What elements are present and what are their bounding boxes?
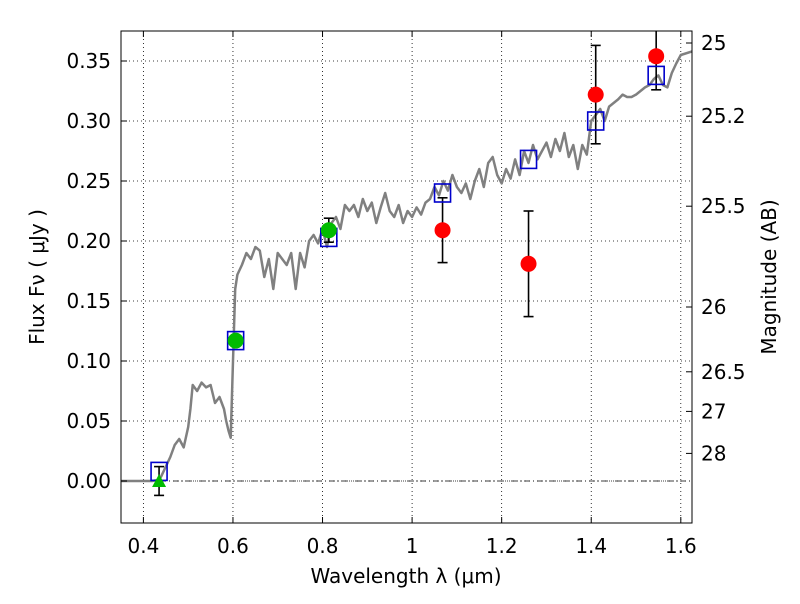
x-tick-label: 1.4 xyxy=(575,534,607,558)
model-flux-square xyxy=(433,183,452,203)
y-tick-label: 0.15 xyxy=(66,289,111,313)
magnitude-tick-label: 25.5 xyxy=(701,194,746,218)
x-axis-title: Wavelength λ (μm) xyxy=(310,564,501,588)
magnitude-axis-ticks: 25 25.2 25.5 26 26.5 27 28 xyxy=(686,31,746,465)
optical-flux-point xyxy=(320,222,337,239)
plot-area-background xyxy=(121,31,692,523)
y-tick-label: 0.20 xyxy=(66,229,111,253)
model-spectrum-series xyxy=(121,50,693,483)
magnitude-tick-label: 26.5 xyxy=(701,360,746,384)
x-tick-label: 1.2 xyxy=(486,534,518,558)
hst-flux-point xyxy=(434,222,451,239)
magnitude-tick-label: 26 xyxy=(701,295,726,319)
y-tick-label: 0.25 xyxy=(66,169,111,193)
x-axis-ticks: 0.4 0.6 0.8 1 1.2 1.4 1.6 xyxy=(127,31,697,558)
hst-flux-point xyxy=(648,48,665,65)
y-axis-title: Flux Fν ( μJy ) xyxy=(25,209,49,345)
x-tick-label: 0.4 xyxy=(127,534,159,558)
x-tick-label: 1 xyxy=(406,534,419,558)
data-markers xyxy=(150,48,665,487)
x-tick-label: 0.8 xyxy=(307,534,339,558)
optical-flux-point xyxy=(227,332,244,349)
y-tick-label: 0.35 xyxy=(66,49,111,73)
y-tick-label: 0.05 xyxy=(66,409,111,433)
model-flux-square xyxy=(647,65,665,86)
hst-flux-point xyxy=(520,255,537,272)
plot-frame xyxy=(120,30,693,524)
model-flux-square xyxy=(519,149,538,170)
upper-limit-triangle xyxy=(152,474,167,487)
hst-flux-point xyxy=(587,86,604,103)
y-tick-label: 0.10 xyxy=(66,349,111,373)
x-tick-label: 0.6 xyxy=(217,534,249,558)
y-tick-label: 0.00 xyxy=(66,469,111,493)
y-tick-label: 0.30 xyxy=(66,109,111,133)
magnitude-axis-title: Magnitude (AB) xyxy=(757,199,781,354)
magnitude-tick-label: 28 xyxy=(701,441,726,465)
x-tick-label: 1.6 xyxy=(665,534,697,558)
spectrum-line xyxy=(121,50,693,483)
magnitude-tick-label: 25.2 xyxy=(701,104,746,128)
model-flux-square xyxy=(586,111,605,131)
y-axis-ticks: 0.00 0.05 0.10 0.15 0.20 0.25 0.30 0.35 xyxy=(66,49,127,493)
magnitude-tick-label: 27 xyxy=(701,399,726,423)
magnitude-tick-label: 25 xyxy=(701,31,726,55)
